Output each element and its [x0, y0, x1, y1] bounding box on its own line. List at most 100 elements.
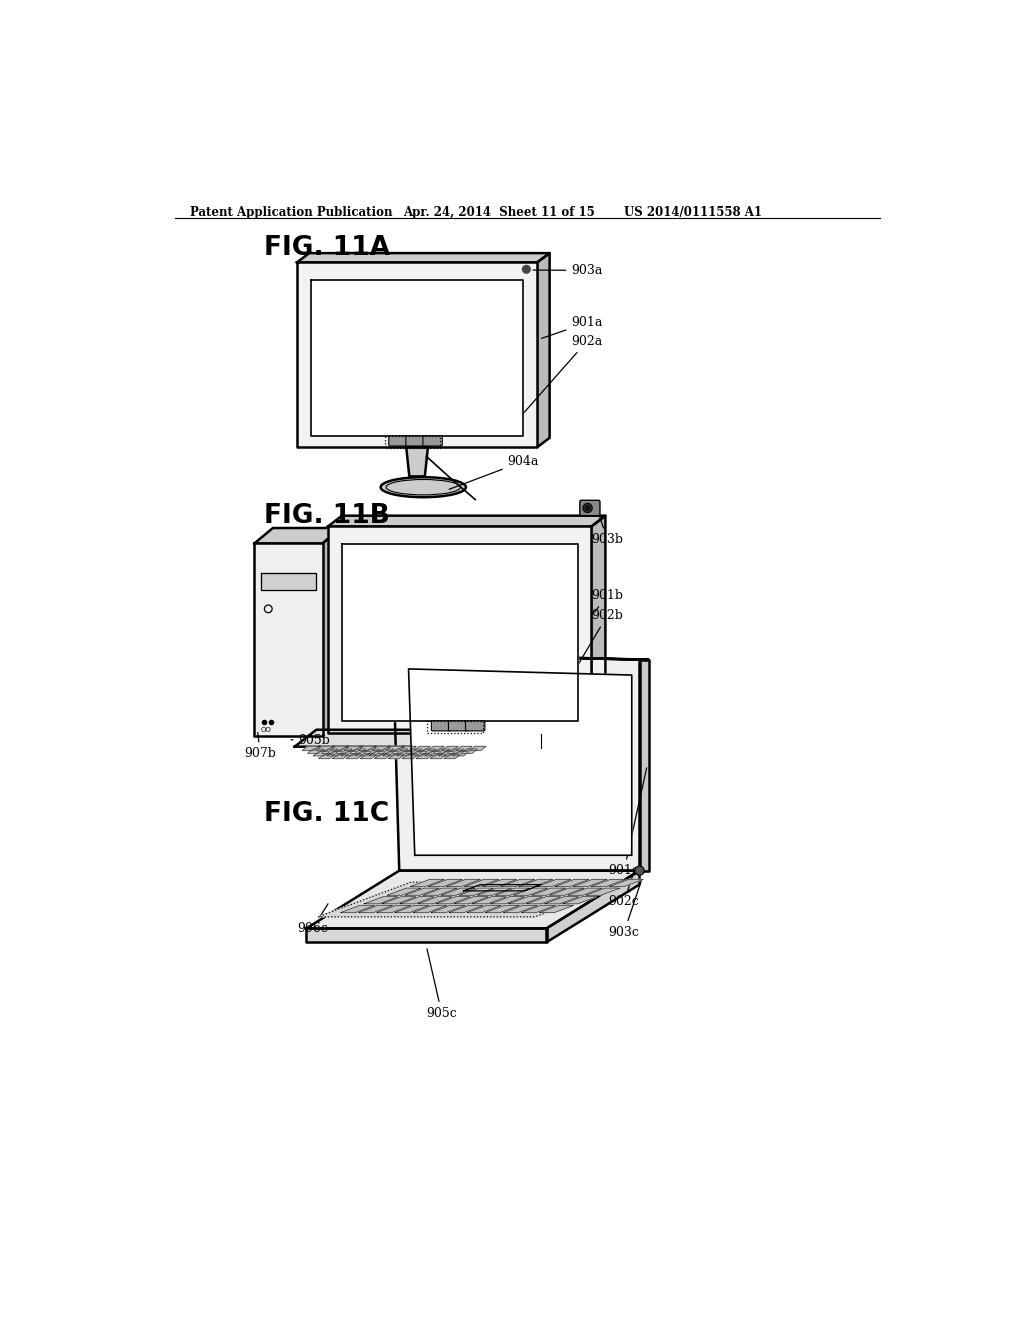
Text: 903a: 903a	[534, 264, 603, 277]
Polygon shape	[519, 879, 553, 887]
Polygon shape	[477, 888, 512, 895]
Polygon shape	[428, 746, 444, 751]
Polygon shape	[461, 748, 477, 754]
Text: 903c: 903c	[608, 879, 642, 939]
Text: 902b: 902b	[562, 609, 624, 692]
Circle shape	[583, 503, 592, 512]
Polygon shape	[555, 879, 589, 887]
Text: Apr. 24, 2014  Sheet 11 of 15: Apr. 24, 2014 Sheet 11 of 15	[403, 206, 595, 219]
Polygon shape	[254, 544, 323, 737]
Polygon shape	[414, 746, 430, 751]
Text: 905b: 905b	[291, 734, 331, 747]
Polygon shape	[295, 730, 514, 747]
Polygon shape	[358, 746, 375, 751]
Polygon shape	[411, 751, 427, 756]
Polygon shape	[364, 748, 380, 754]
Text: 906b: 906b	[506, 725, 546, 738]
Polygon shape	[306, 928, 547, 942]
Polygon shape	[400, 746, 417, 751]
Polygon shape	[545, 896, 579, 904]
Polygon shape	[490, 896, 524, 904]
Polygon shape	[640, 660, 649, 871]
Polygon shape	[592, 516, 605, 733]
Circle shape	[586, 506, 590, 511]
Polygon shape	[328, 527, 592, 733]
Polygon shape	[441, 888, 475, 895]
Text: 904a: 904a	[450, 455, 539, 490]
Polygon shape	[364, 896, 398, 904]
Polygon shape	[388, 755, 404, 759]
Polygon shape	[407, 447, 428, 477]
Polygon shape	[456, 746, 472, 751]
Polygon shape	[323, 528, 341, 737]
Polygon shape	[531, 888, 566, 895]
Text: OO: OO	[260, 727, 271, 733]
Polygon shape	[496, 888, 529, 895]
Polygon shape	[450, 906, 483, 912]
Polygon shape	[349, 748, 366, 754]
Polygon shape	[453, 751, 469, 756]
Polygon shape	[311, 280, 523, 436]
Polygon shape	[526, 896, 560, 904]
Polygon shape	[540, 906, 573, 912]
Polygon shape	[467, 906, 501, 912]
Polygon shape	[393, 653, 649, 660]
Polygon shape	[455, 896, 488, 904]
Polygon shape	[436, 896, 470, 904]
FancyBboxPatch shape	[389, 436, 409, 446]
Polygon shape	[260, 573, 316, 590]
Polygon shape	[509, 896, 543, 904]
Polygon shape	[383, 751, 399, 756]
Polygon shape	[328, 516, 605, 527]
Polygon shape	[393, 653, 640, 871]
Text: 904b: 904b	[498, 668, 554, 776]
Polygon shape	[586, 888, 620, 895]
Polygon shape	[358, 906, 392, 912]
Polygon shape	[550, 888, 584, 895]
Circle shape	[522, 265, 530, 273]
Polygon shape	[402, 755, 419, 759]
Ellipse shape	[381, 478, 466, 498]
FancyBboxPatch shape	[406, 436, 425, 446]
Polygon shape	[591, 879, 626, 887]
Polygon shape	[514, 888, 548, 895]
Polygon shape	[482, 879, 517, 887]
Polygon shape	[328, 751, 343, 756]
Text: 901a: 901a	[542, 317, 603, 338]
Polygon shape	[429, 879, 463, 887]
Polygon shape	[254, 528, 341, 544]
Polygon shape	[568, 888, 602, 895]
FancyBboxPatch shape	[449, 721, 468, 731]
Text: 903b: 903b	[592, 511, 624, 546]
Polygon shape	[331, 746, 346, 751]
FancyBboxPatch shape	[431, 721, 451, 731]
Polygon shape	[442, 746, 458, 751]
Polygon shape	[406, 888, 439, 895]
Text: 905c: 905c	[426, 949, 457, 1020]
Polygon shape	[297, 253, 550, 263]
Polygon shape	[406, 748, 422, 754]
Polygon shape	[521, 906, 555, 912]
Polygon shape	[609, 879, 643, 887]
Circle shape	[635, 866, 644, 875]
Polygon shape	[504, 906, 538, 912]
Polygon shape	[464, 884, 541, 891]
Polygon shape	[344, 746, 360, 751]
Polygon shape	[413, 906, 446, 912]
Polygon shape	[400, 896, 434, 904]
Polygon shape	[417, 755, 432, 759]
Polygon shape	[387, 888, 421, 895]
Polygon shape	[418, 896, 453, 904]
FancyBboxPatch shape	[580, 500, 600, 516]
Polygon shape	[369, 751, 385, 756]
Polygon shape	[355, 751, 372, 756]
Text: 901c: 901c	[608, 768, 646, 878]
FancyBboxPatch shape	[466, 721, 485, 731]
Polygon shape	[341, 751, 357, 756]
Polygon shape	[501, 879, 535, 887]
Polygon shape	[444, 755, 461, 759]
Polygon shape	[336, 748, 352, 754]
FancyBboxPatch shape	[423, 436, 442, 446]
Polygon shape	[547, 871, 640, 942]
Text: 901b: 901b	[592, 589, 624, 612]
